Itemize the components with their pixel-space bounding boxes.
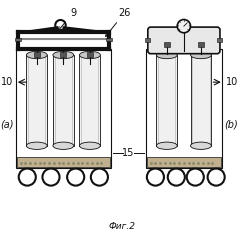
- Bar: [87, 52, 93, 57]
- Bar: [60, 52, 66, 57]
- Bar: [191, 55, 211, 146]
- Ellipse shape: [26, 142, 47, 149]
- Text: (a): (a): [0, 120, 14, 130]
- Bar: [146, 49, 222, 168]
- Bar: [164, 42, 170, 47]
- Ellipse shape: [26, 51, 47, 59]
- Bar: [26, 55, 47, 146]
- Bar: [34, 52, 40, 57]
- Bar: [106, 38, 112, 41]
- Ellipse shape: [79, 142, 100, 149]
- Ellipse shape: [79, 51, 100, 59]
- Text: Фиг.2: Фиг.2: [109, 222, 136, 231]
- Text: (b): (b): [225, 120, 239, 130]
- Ellipse shape: [53, 142, 74, 149]
- Bar: [198, 42, 204, 47]
- Bar: [147, 157, 221, 167]
- Bar: [79, 55, 100, 146]
- Bar: [145, 38, 150, 42]
- Ellipse shape: [156, 51, 177, 59]
- Bar: [15, 38, 21, 41]
- Text: 9: 9: [58, 8, 76, 31]
- Bar: [53, 55, 74, 146]
- Bar: [16, 49, 111, 168]
- Bar: [156, 55, 177, 146]
- FancyBboxPatch shape: [148, 27, 220, 54]
- Ellipse shape: [156, 142, 177, 149]
- Bar: [217, 38, 222, 42]
- Bar: [17, 157, 110, 167]
- Ellipse shape: [191, 142, 211, 149]
- Text: 26: 26: [106, 8, 131, 36]
- Text: 10: 10: [226, 77, 238, 87]
- Circle shape: [177, 20, 191, 33]
- Ellipse shape: [191, 51, 211, 59]
- Ellipse shape: [53, 51, 74, 59]
- Text: 15: 15: [122, 148, 135, 158]
- Text: 10: 10: [1, 77, 13, 87]
